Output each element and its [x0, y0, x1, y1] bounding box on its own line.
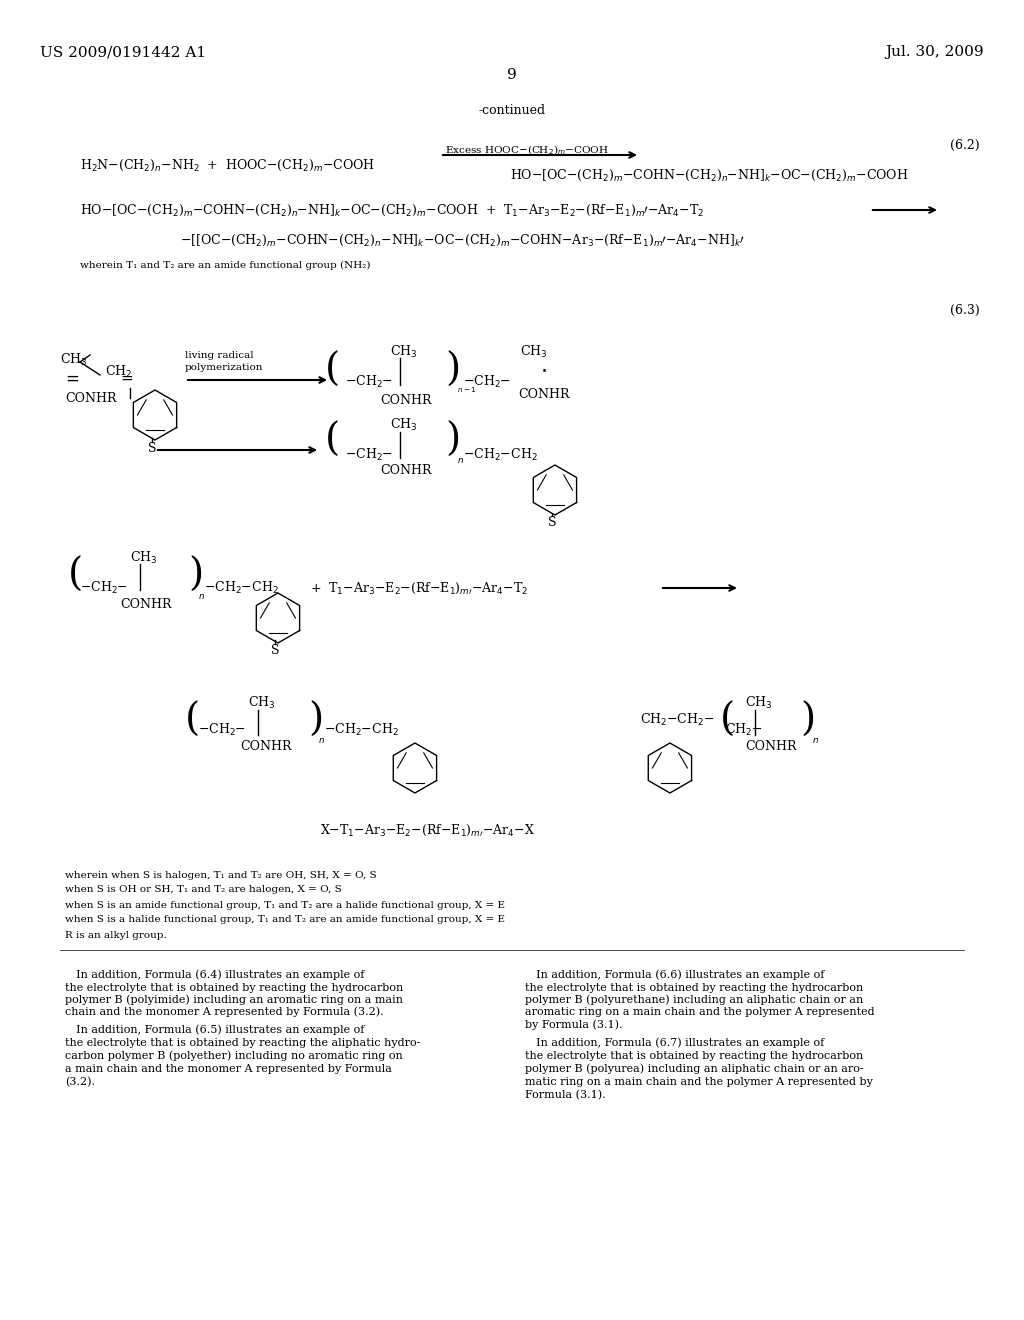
Text: polymer B (polyurethane) including an aliphatic chain or an: polymer B (polyurethane) including an al…	[525, 995, 863, 1006]
Text: (6.3): (6.3)	[950, 304, 980, 317]
Text: H$_2$N$-$(CH$_2$)$_n$$-$NH$_2$  +  HOOC$-$(CH$_2$)$_m$$-$COOH: H$_2$N$-$(CH$_2$)$_n$$-$NH$_2$ + HOOC$-$…	[80, 157, 375, 173]
Text: CH$_3$: CH$_3$	[60, 352, 87, 368]
Text: when S is an amide functional group, T₁ and T₂ are a halide functional group, X : when S is an amide functional group, T₁ …	[65, 900, 505, 909]
Text: $-$CH$_2$$-$CH$_2$: $-$CH$_2$$-$CH$_2$	[204, 579, 279, 597]
Text: $_n$: $_n$	[318, 734, 325, 747]
Text: $+$  T$_1$$-$Ar$_3$$-$E$_2$$-$(Rf$-$E$_1$)$_{m\prime}$$-$Ar$_4$$-$T$_2$: $+$ T$_1$$-$Ar$_3$$-$E$_2$$-$(Rf$-$E$_1$…	[310, 581, 528, 595]
Text: R is an alkyl group.: R is an alkyl group.	[65, 931, 167, 940]
Text: 9: 9	[507, 69, 517, 82]
Text: HO$-$[OC$-$(CH$_2$)$_m$$-$COHN$-$(CH$_2$)$_n$$-$NH]$_k$$-$OC$-$(CH$_2$)$_m$$-$CO: HO$-$[OC$-$(CH$_2$)$_m$$-$COHN$-$(CH$_2$…	[80, 202, 705, 218]
Text: In addition, Formula (6.5) illustrates an example of: In addition, Formula (6.5) illustrates a…	[65, 1024, 365, 1035]
Text: by Formula (3.1).: by Formula (3.1).	[525, 1020, 623, 1031]
Text: CH$_3$: CH$_3$	[248, 694, 275, 711]
Text: the electrolyte that is obtained by reacting the hydrocarbon: the electrolyte that is obtained by reac…	[65, 983, 403, 993]
Text: (: (	[720, 701, 735, 738]
Text: $-$CH$_2$$-$: $-$CH$_2$$-$	[80, 579, 128, 597]
Text: chain and the monomer A represented by Formula (3.2).: chain and the monomer A represented by F…	[65, 1007, 384, 1018]
Text: $-$CH$_2$$-$: $-$CH$_2$$-$	[463, 374, 511, 389]
Text: polymer B (polyimide) including an aromatic ring on a main: polymer B (polyimide) including an aroma…	[65, 995, 403, 1006]
Text: In addition, Formula (6.7) illustrates an example of: In addition, Formula (6.7) illustrates a…	[525, 1038, 824, 1048]
Text: $_{n-1}$: $_{n-1}$	[457, 385, 476, 395]
Text: CH$_3$: CH$_3$	[744, 694, 772, 711]
Text: $\cdot$: $\cdot$	[540, 359, 547, 381]
Text: $_n$: $_n$	[812, 734, 819, 747]
Text: $-$[[OC$-$(CH$_2$)$_m$$-$COHN$-$(CH$_2$)$_n$$-$NH]$_k$$-$OC$-$(CH$_2$)$_m$$-$COH: $-$[[OC$-$(CH$_2$)$_m$$-$COHN$-$(CH$_2$)…	[180, 232, 744, 248]
Text: CH$_2$$-$CH$_2$$-$: CH$_2$$-$CH$_2$$-$	[640, 711, 715, 729]
Text: CH$_3$: CH$_3$	[130, 550, 158, 566]
Text: polymer B (polyurea) including an aliphatic chain or an aro-: polymer B (polyurea) including an alipha…	[525, 1064, 863, 1074]
Text: S: S	[548, 516, 556, 528]
Text: $-$CH$_2$$-$: $-$CH$_2$$-$	[345, 447, 393, 463]
Text: S: S	[148, 441, 157, 454]
Text: the electrolyte that is obtained by reacting the aliphatic hydro-: the electrolyte that is obtained by reac…	[65, 1038, 421, 1048]
Text: a main chain and the monomer A represented by Formula: a main chain and the monomer A represent…	[65, 1064, 392, 1074]
Text: In addition, Formula (6.4) illustrates an example of: In addition, Formula (6.4) illustrates a…	[65, 970, 365, 981]
Text: (: (	[325, 351, 340, 388]
Text: wherein when S is halogen, T₁ and T₂ are OH, SH, X = O, S: wherein when S is halogen, T₁ and T₂ are…	[65, 870, 377, 879]
Text: ): )	[445, 351, 460, 388]
Text: X$-$T$_1$$-$Ar$_3$$-$E$_2$$-$(Rf$-$E$_1$)$_{m\prime}$$-$Ar$_4$$-$X: X$-$T$_1$$-$Ar$_3$$-$E$_2$$-$(Rf$-$E$_1$…	[319, 822, 535, 838]
Text: CONHR: CONHR	[380, 393, 431, 407]
Text: aromatic ring on a main chain and the polymer A represented: aromatic ring on a main chain and the po…	[525, 1007, 874, 1016]
Text: wherein T₁ and T₂ are an amide functional group (NH₂): wherein T₁ and T₂ are an amide functiona…	[80, 260, 371, 269]
Text: (: (	[68, 557, 83, 594]
Text: (3.2).: (3.2).	[65, 1077, 95, 1088]
Text: (: (	[325, 421, 340, 458]
Text: CONHR: CONHR	[380, 463, 431, 477]
Text: $-$CH$_2$$-$: $-$CH$_2$$-$	[198, 722, 246, 738]
Text: CH$_3$: CH$_3$	[390, 345, 418, 360]
Text: matic ring on a main chain and the polymer A represented by: matic ring on a main chain and the polym…	[525, 1077, 872, 1086]
Text: $-$CH$_2$$-$CH$_2$: $-$CH$_2$$-$CH$_2$	[324, 722, 398, 738]
Text: the electrolyte that is obtained by reacting the hydrocarbon: the electrolyte that is obtained by reac…	[525, 1051, 863, 1061]
Text: CONHR: CONHR	[65, 392, 117, 404]
Text: CONHR: CONHR	[240, 741, 292, 754]
Text: CH$_3$: CH$_3$	[520, 345, 548, 360]
Text: HO$-$[OC$-$(CH$_2$)$_m$$-$COHN$-$(CH$_2$)$_n$$-$NH]$_k$$-$OC$-$(CH$_2$)$_m$$-$CO: HO$-$[OC$-$(CH$_2$)$_m$$-$COHN$-$(CH$_2$…	[510, 168, 908, 182]
Text: $_n$: $_n$	[198, 589, 205, 602]
Text: $-$CH$_2$$-$: $-$CH$_2$$-$	[345, 374, 393, 389]
Text: $-$CH$_2$$-$CH$_2$: $-$CH$_2$$-$CH$_2$	[463, 447, 538, 463]
Text: carbon polymer B (polyether) including no aromatic ring on: carbon polymer B (polyether) including n…	[65, 1051, 402, 1061]
Text: polymerization: polymerization	[185, 363, 263, 371]
Text: S: S	[271, 644, 280, 656]
Text: -continued: -continued	[478, 103, 546, 116]
Text: $_n$: $_n$	[457, 454, 464, 466]
Text: ): )	[188, 557, 203, 594]
Text: ): )	[800, 701, 815, 738]
Text: (6.2): (6.2)	[950, 139, 980, 152]
Text: In addition, Formula (6.6) illustrates an example of: In addition, Formula (6.6) illustrates a…	[525, 970, 824, 981]
Text: CH$_2$$-$: CH$_2$$-$	[725, 722, 763, 738]
Text: CH$_3$: CH$_3$	[390, 417, 418, 433]
Text: Excess HOOC$-$(CH$_2$)$_m$$-$COOH: Excess HOOC$-$(CH$_2$)$_m$$-$COOH	[445, 143, 608, 157]
Text: ): )	[308, 701, 324, 738]
Text: CONHR: CONHR	[518, 388, 569, 401]
Text: when S is OH or SH, T₁ and T₂ are halogen, X = O, S: when S is OH or SH, T₁ and T₂ are haloge…	[65, 886, 342, 895]
Text: (: (	[185, 701, 201, 738]
Text: Jul. 30, 2009: Jul. 30, 2009	[886, 45, 984, 59]
Text: the electrolyte that is obtained by reacting the hydrocarbon: the electrolyte that is obtained by reac…	[525, 983, 863, 993]
Text: ): )	[445, 421, 460, 458]
Text: $=$: $=$	[118, 371, 134, 385]
Text: $=$: $=$	[62, 370, 79, 387]
Text: CONHR: CONHR	[744, 741, 797, 754]
Text: CONHR: CONHR	[120, 598, 171, 610]
Text: CH$_2$: CH$_2$	[105, 364, 132, 380]
Text: Formula (3.1).: Formula (3.1).	[525, 1090, 605, 1100]
Text: US 2009/0191442 A1: US 2009/0191442 A1	[40, 45, 206, 59]
Text: when S is a halide functional group, T₁ and T₂ are an amide functional group, X : when S is a halide functional group, T₁ …	[65, 916, 505, 924]
Text: living radical: living radical	[185, 351, 254, 359]
